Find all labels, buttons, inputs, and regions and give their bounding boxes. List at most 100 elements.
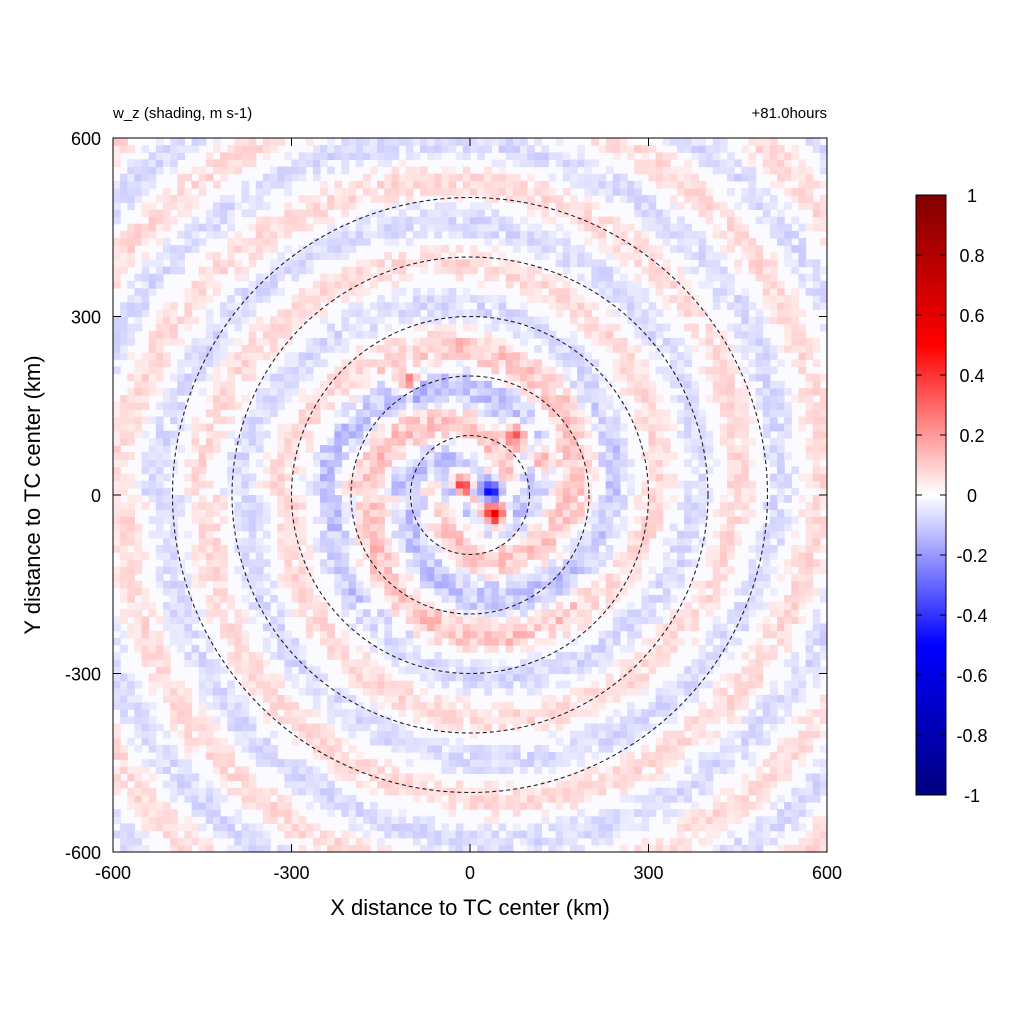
heatmap-cell — [420, 209, 428, 218]
heatmap-cell — [569, 516, 578, 525]
heatmap-cell — [262, 216, 271, 225]
heatmap-cell — [384, 309, 393, 318]
heatmap-cell — [484, 352, 493, 360]
heatmap-cell — [255, 552, 264, 560]
heatmap-cell — [512, 716, 521, 725]
heatmap-cell — [341, 630, 350, 639]
heatmap-cell — [284, 709, 293, 717]
heatmap-cell — [455, 487, 464, 496]
heatmap-cell — [298, 216, 307, 225]
heatmap-cell — [427, 359, 435, 368]
heatmap-cell — [427, 580, 435, 589]
heatmap-cell — [127, 559, 136, 567]
heatmap-cell — [512, 352, 521, 360]
heatmap-cell — [441, 702, 450, 710]
heatmap-cell — [569, 345, 578, 353]
heatmap-cell — [441, 459, 450, 468]
heatmap-cell — [512, 523, 521, 532]
heatmap-cell — [248, 480, 257, 489]
heatmap-cell — [634, 180, 642, 189]
heatmap-cell — [205, 152, 214, 161]
heatmap-cell — [619, 459, 628, 468]
heatmap-cell — [491, 830, 500, 839]
heatmap-cell — [262, 609, 271, 617]
heatmap-cell — [591, 830, 600, 839]
heatmap-cell — [248, 523, 257, 532]
heatmap-cell — [148, 166, 157, 175]
heatmap-cell — [148, 466, 157, 475]
heatmap-cell — [234, 480, 243, 489]
heatmap-cell — [212, 159, 221, 168]
heatmap-cell — [641, 744, 650, 753]
heatmap-cell — [241, 302, 250, 310]
heatmap-cell — [220, 552, 228, 560]
heatmap-cell — [241, 716, 250, 725]
heatmap-cell — [420, 187, 428, 196]
heatmap-cell — [477, 223, 485, 232]
heatmap-cell — [641, 359, 650, 368]
heatmap-cell — [612, 287, 621, 296]
heatmap-cell — [555, 409, 564, 418]
heatmap-cell — [377, 844, 385, 852]
heatmap-cell — [598, 216, 607, 225]
heatmap-cell — [548, 537, 557, 546]
heatmap-cell — [541, 759, 550, 767]
heatmap-cell — [519, 237, 528, 246]
heatmap-cell — [577, 652, 585, 660]
heatmap-cell — [470, 602, 478, 610]
heatmap-cell — [370, 323, 378, 332]
heatmap-cell — [384, 652, 393, 660]
heatmap-cell — [577, 202, 585, 210]
heatmap-cell — [641, 802, 650, 810]
heatmap-cell — [591, 266, 600, 275]
heatmap-cell — [584, 694, 592, 703]
heatmap-cell — [277, 466, 285, 475]
heatmap-cell — [384, 830, 393, 839]
heatmap-cell — [298, 537, 307, 546]
heatmap-cell — [470, 187, 478, 196]
heatmap-cell — [362, 830, 371, 839]
heatmap-cell — [505, 623, 514, 632]
heatmap-cell — [519, 495, 528, 503]
heatmap-cell — [127, 787, 136, 796]
heatmap-cell — [412, 345, 421, 353]
heatmap-cell — [220, 495, 228, 503]
heatmap-cell — [612, 430, 621, 439]
heatmap-cell — [648, 723, 657, 732]
heatmap-cell — [220, 323, 228, 332]
heatmap-cell — [170, 516, 178, 525]
heatmap-cell — [298, 716, 307, 725]
heatmap-cell — [341, 544, 350, 553]
heatmap-cell — [562, 352, 571, 360]
heatmap-cell — [212, 345, 221, 353]
heatmap-cell — [405, 780, 414, 789]
heatmap-cell — [619, 844, 628, 852]
heatmap-cell — [491, 573, 500, 582]
heatmap-cell — [348, 587, 357, 596]
heatmap-cell — [534, 637, 542, 646]
heatmap-cell — [205, 395, 214, 403]
heatmap-cell — [362, 223, 371, 232]
heatmap-cell — [505, 552, 514, 560]
heatmap-cell — [341, 223, 350, 232]
heatmap-cell — [162, 552, 171, 560]
heatmap-cell — [334, 709, 343, 717]
heatmap-cell — [405, 459, 414, 468]
heatmap-cell — [527, 530, 535, 539]
heatmap-cell — [420, 709, 428, 717]
heatmap-cell — [505, 180, 514, 189]
heatmap-cell — [405, 380, 414, 389]
heatmap-cell — [619, 373, 628, 382]
heatmap-cell — [341, 709, 350, 717]
heatmap-cell — [113, 694, 121, 703]
heatmap-cell — [484, 187, 493, 196]
heatmap-cell — [498, 723, 507, 732]
heatmap-cell — [412, 466, 421, 475]
heatmap-cell — [569, 316, 578, 325]
heatmap-cell — [320, 237, 328, 246]
heatmap-cell — [291, 566, 300, 575]
heatmap-cell — [384, 173, 393, 182]
heatmap-cell — [555, 295, 564, 303]
heatmap-cell — [548, 666, 557, 675]
heatmap-cell — [305, 580, 314, 589]
